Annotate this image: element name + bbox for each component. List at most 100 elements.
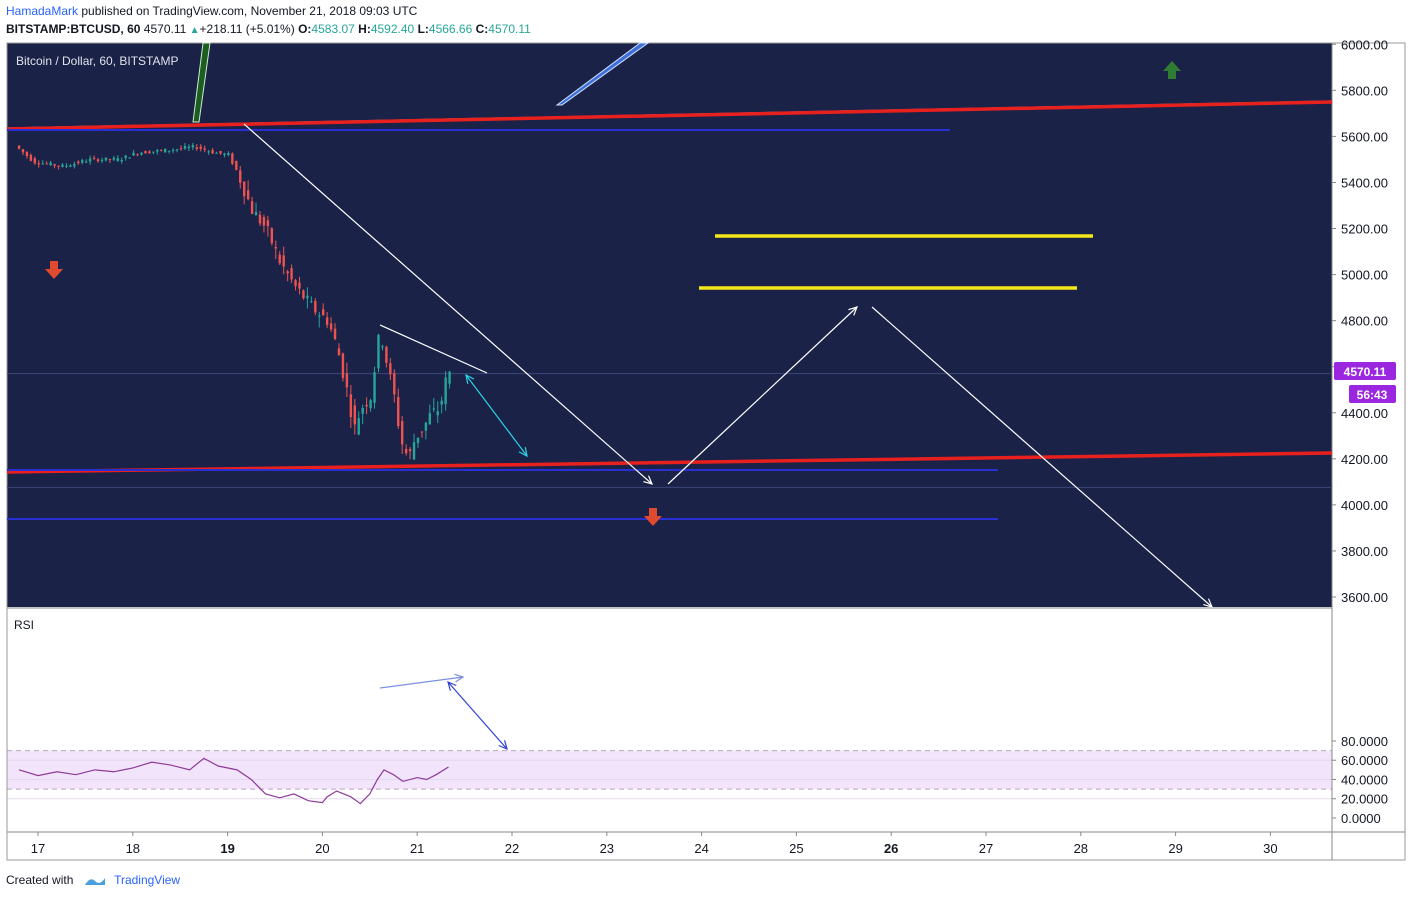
candle-body xyxy=(81,160,84,163)
x-tick-label: 23 xyxy=(600,841,614,856)
candle-body xyxy=(250,201,254,214)
candle-body xyxy=(235,160,238,170)
candle-body xyxy=(175,149,179,151)
y-tick-label: 4000.00 xyxy=(1341,498,1388,513)
candle-body xyxy=(92,157,96,159)
rsi-title: RSI xyxy=(14,618,34,632)
candle-body xyxy=(171,149,175,151)
candle-body xyxy=(278,254,281,264)
candle-body xyxy=(444,377,447,405)
main-pane-title: Bitcoin / Dollar, 60, BITSTAMP xyxy=(16,54,179,68)
low-value: 4566.66 xyxy=(428,22,473,36)
candle-body xyxy=(211,150,214,154)
candle-body xyxy=(389,363,392,375)
candle-body xyxy=(274,247,277,249)
candle-body xyxy=(361,408,364,414)
up-triangle-icon: ▲ xyxy=(189,25,200,36)
y-tick-label: 6000.00 xyxy=(1341,37,1388,52)
rsi-band xyxy=(7,750,1332,790)
up-projection-arrow xyxy=(667,306,858,485)
rsi-tick-label: 20.0000 xyxy=(1341,792,1388,807)
y-tick-label: 4200.00 xyxy=(1341,452,1388,467)
candle-body xyxy=(144,151,147,154)
y-tick-label: 4800.00 xyxy=(1341,314,1388,329)
publish-info: HamadaMark published on TradingView.com,… xyxy=(6,4,417,18)
candle-body xyxy=(345,373,349,388)
blue-wedge-shape xyxy=(555,42,650,106)
candle-body xyxy=(37,163,40,165)
rsi-tick-label: 0.0000 xyxy=(1341,811,1381,826)
rsi-line xyxy=(18,757,449,805)
countdown-badge xyxy=(1349,385,1396,403)
candle-body xyxy=(227,153,230,155)
candle-body xyxy=(84,161,88,163)
candle-body xyxy=(314,300,317,313)
candle-body xyxy=(302,290,305,299)
down-projection-arrow-head xyxy=(643,475,654,485)
low-key: L: xyxy=(417,22,429,36)
candle-body xyxy=(266,220,270,227)
candle-body xyxy=(333,328,337,340)
countdown-label: 56:43 xyxy=(1357,388,1388,402)
y-tick-label: 4400.00 xyxy=(1341,406,1388,421)
candle-body xyxy=(239,170,242,183)
x-tick-label: 27 xyxy=(979,841,993,856)
author-link[interactable]: HamadaMark xyxy=(6,4,79,18)
candle-body xyxy=(377,334,380,369)
candle-body xyxy=(156,149,159,152)
candle-body xyxy=(416,437,420,443)
high-key: H: xyxy=(358,22,371,36)
close-key: C: xyxy=(475,22,489,36)
x-tick-label: 19 xyxy=(220,841,234,856)
candle-body xyxy=(385,346,388,363)
candle-body xyxy=(262,217,266,226)
candles-group xyxy=(17,142,451,461)
candle-body xyxy=(420,431,424,433)
candle-body xyxy=(286,271,289,274)
rsi-divergence-line xyxy=(379,676,464,689)
sell-signal-arrow-icon xyxy=(644,508,662,526)
y-tick-label: 3600.00 xyxy=(1341,590,1388,605)
candle-body xyxy=(203,148,206,150)
candle-body xyxy=(404,448,408,454)
candle-body xyxy=(45,163,48,165)
candle-body xyxy=(148,151,151,154)
candle-body xyxy=(270,228,274,244)
y-tick-label: 5200.00 xyxy=(1341,222,1388,237)
candle-body xyxy=(152,151,155,153)
candle-body xyxy=(408,449,412,452)
candle-body xyxy=(258,214,262,224)
cyan-move-arrow-head xyxy=(518,447,528,458)
candle-body xyxy=(160,150,163,152)
symbol-label: BITSTAMP:BTCUSD, 60 xyxy=(6,22,141,36)
candle-body xyxy=(381,346,384,348)
candle-body xyxy=(77,161,80,164)
candle-body xyxy=(353,405,356,425)
candle-body xyxy=(298,282,301,289)
publish-text: published on TradingView.com, November 2… xyxy=(81,4,418,18)
wedge-upper-line xyxy=(379,324,488,374)
tradingview-link[interactable]: TradingView xyxy=(114,873,181,887)
x-tick-label: 26 xyxy=(884,841,898,856)
fall-projection-arrow-head xyxy=(1203,598,1214,608)
y-tick-label: 5000.00 xyxy=(1341,268,1388,283)
candle-body xyxy=(49,162,52,166)
y-tick-label: 3800.00 xyxy=(1341,544,1388,559)
x-tick-label: 24 xyxy=(694,841,708,856)
last-price: 4570.11 xyxy=(143,22,187,36)
candle-body xyxy=(215,152,218,154)
sell-signal-arrow-icon xyxy=(45,261,63,279)
candle-body xyxy=(132,152,135,156)
fall-projection-arrow xyxy=(871,306,1213,608)
candle-body xyxy=(357,418,360,435)
x-tick-label: 17 xyxy=(31,841,45,856)
candle-body xyxy=(329,323,333,330)
rsi-down-arrow-head xyxy=(447,680,457,691)
candle-body xyxy=(17,145,21,149)
created-with-text: Created with xyxy=(6,873,74,887)
candle-body xyxy=(349,394,353,417)
candle-body xyxy=(242,181,246,197)
candle-body xyxy=(96,159,100,162)
support-trendline xyxy=(6,451,1333,474)
